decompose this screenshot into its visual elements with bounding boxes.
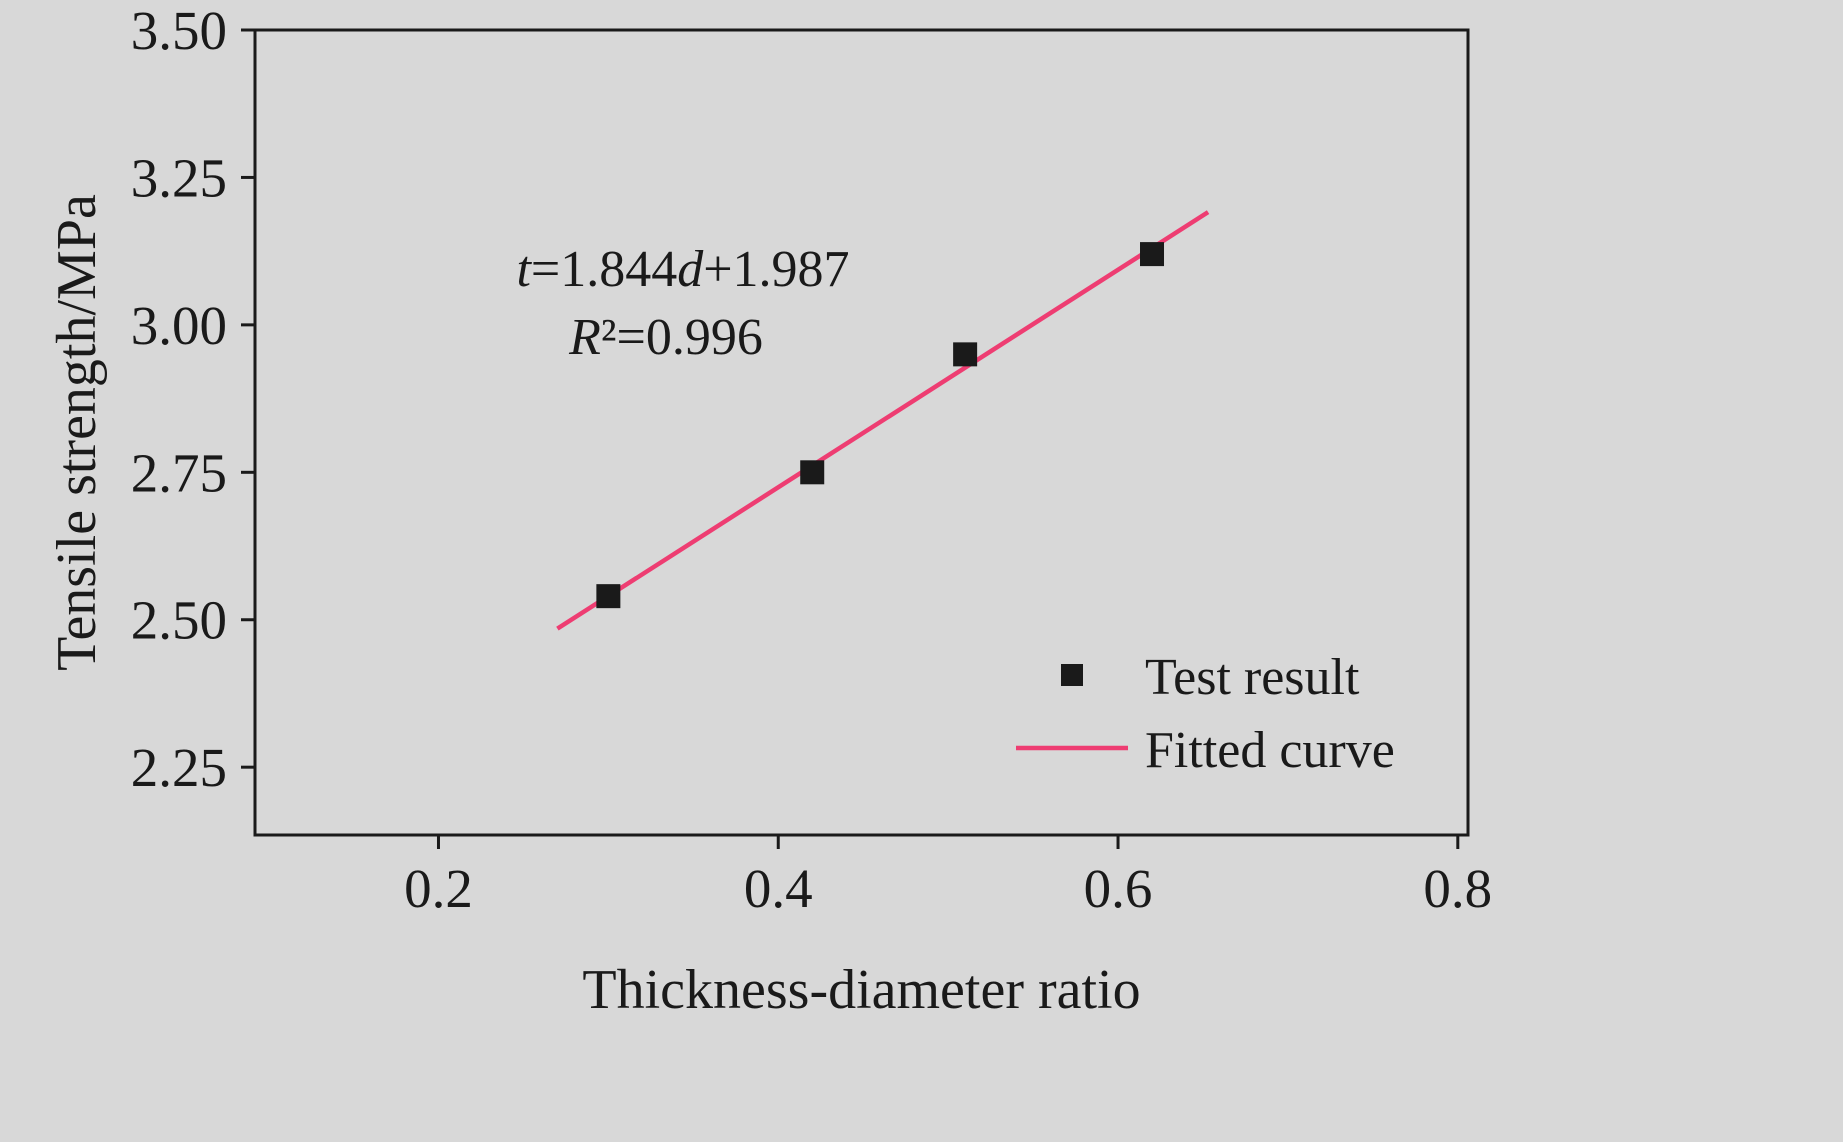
data-point-marker [596, 584, 621, 609]
y-tick-label: 3.50 [131, 0, 227, 61]
y-axis-label: Tensile strength/MPa [46, 194, 108, 671]
annotation-equation: t=1.844d+1.987 [516, 241, 849, 298]
data-point-marker [1140, 242, 1165, 267]
plot-frame [253, 28, 1470, 837]
y-tick-label: 2.25 [131, 737, 227, 798]
y-tick-label: 2.75 [131, 442, 227, 503]
legend-label-test-result: Test result [1145, 649, 1360, 706]
x-axis-label: Thickness-diameter ratio [582, 959, 1140, 1021]
annotation-r-squared: R²=0.996 [568, 309, 763, 366]
x-tick-label: 0.2 [404, 858, 473, 919]
legend-label-fitted-curve: Fitted curve [1145, 722, 1395, 779]
y-tick-label: 2.50 [131, 590, 227, 651]
data-point-marker [800, 460, 825, 485]
y-tick-label: 3.00 [131, 295, 227, 356]
x-tick-label: 0.4 [744, 858, 813, 919]
legend-marker-square [1061, 664, 1083, 686]
data-point-marker [953, 342, 978, 367]
fitted-line [556, 210, 1210, 631]
x-tick-label: 0.8 [1423, 858, 1492, 919]
x-tick-label: 0.6 [1084, 858, 1153, 919]
y-tick-label: 3.25 [131, 147, 227, 208]
